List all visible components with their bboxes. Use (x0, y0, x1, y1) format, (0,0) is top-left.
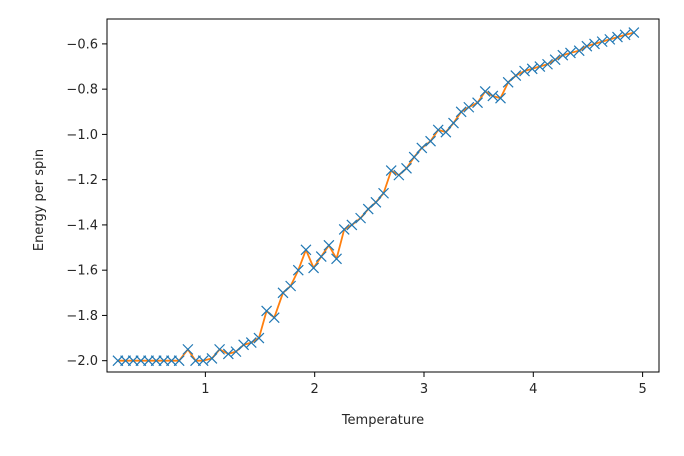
data-point-marker (487, 90, 499, 102)
data-point-marker (612, 31, 623, 43)
y-tick-label: −1.2 (66, 173, 98, 188)
data-point-marker (510, 70, 522, 81)
data-point-marker (182, 343, 194, 355)
data-point-marker (526, 63, 538, 75)
x-tick-label: 4 (529, 382, 537, 397)
data-point-marker (206, 352, 218, 364)
data-point-marker (245, 337, 257, 349)
data-point-marker (401, 162, 412, 174)
data-point-marker (519, 65, 530, 77)
data-point-marker (135, 355, 147, 367)
data-point-marker (315, 251, 327, 263)
x-axis-label: Temperature (341, 413, 424, 428)
data-point-marker (230, 346, 242, 358)
y-tick-label: −0.8 (66, 83, 98, 98)
data-point-marker (253, 332, 265, 344)
data-point-marker (338, 224, 350, 235)
data-point-marker (565, 47, 576, 59)
data-point-marker (238, 339, 250, 351)
data-point-marker (542, 58, 553, 70)
series-layer (112, 27, 640, 367)
plot-area (107, 19, 659, 372)
data-point-marker (173, 355, 185, 367)
data-point-marker (472, 97, 483, 109)
data-point-marker (166, 355, 177, 367)
data-point-marker (393, 169, 405, 181)
data-point-marker (557, 49, 569, 61)
data-point-marker (596, 36, 608, 48)
data-point-marker (300, 244, 312, 256)
data-point-marker (589, 38, 600, 50)
x-tick-label: 2 (311, 382, 319, 397)
data-point-marker (581, 40, 593, 52)
data-point-marker (197, 355, 209, 367)
plot-frame (106, 18, 660, 373)
data-point-marker (604, 33, 616, 45)
data-point-marker (308, 262, 320, 274)
axes-layer: 1 2 3 4 5 −2.0 −1.8 −1.6 −1.4 −1.2 −1.0 −0.8 −0.6 (66, 18, 660, 397)
data-point-marker (416, 142, 428, 154)
data-point-marker (432, 124, 444, 136)
data-point-marker (292, 264, 304, 276)
data-point-marker (150, 355, 162, 367)
x-tick-label: 1 (201, 382, 209, 397)
data-point-marker (158, 355, 170, 367)
data-point-marker (127, 355, 139, 367)
data-point-marker (285, 280, 297, 292)
data-point-marker (619, 29, 631, 41)
data-point-marker (495, 92, 506, 104)
y-tick-label: −0.6 (66, 37, 98, 52)
data-point-marker (355, 212, 367, 224)
data-point-marker (425, 135, 436, 147)
data-point-marker (331, 253, 342, 265)
data-point-marker (534, 61, 546, 72)
x-tick-label: 5 (638, 382, 646, 397)
data-point-marker (362, 203, 374, 215)
data-point-marker (143, 355, 154, 367)
data-point-marker (370, 196, 382, 208)
y-axis-label: Energy per spin (32, 149, 47, 251)
data-point-marker (455, 106, 467, 118)
data-point-marker (378, 187, 389, 199)
data-point-marker (112, 355, 124, 367)
data-point-marker (448, 117, 459, 129)
data-point-marker (628, 27, 640, 39)
data-point-marker (323, 239, 335, 251)
data-point-marker (502, 76, 514, 88)
data-point-marker (463, 101, 475, 113)
data-point-marker (408, 151, 420, 163)
data-point-marker (346, 219, 358, 231)
data-point-marker (385, 165, 397, 177)
plot-background (107, 19, 659, 372)
data-point-marker (268, 312, 280, 324)
y-tick-label: −2.0 (66, 354, 98, 369)
data-point-marker (479, 85, 491, 97)
y-tick-label: −1.0 (66, 128, 98, 143)
data-point-marker (277, 287, 289, 299)
y-tick-label: −1.6 (66, 264, 98, 279)
data-point-marker (440, 126, 452, 138)
data-point-marker (573, 45, 585, 57)
y-tick-label: −1.8 (66, 309, 98, 324)
data-point-marker (214, 343, 226, 355)
data-point-marker (549, 54, 561, 66)
data-point-marker (261, 305, 273, 317)
data-point-marker (120, 355, 132, 367)
x-tick-label: 3 (420, 382, 428, 397)
data-point-marker (222, 348, 234, 360)
y-tick-label: −1.4 (66, 218, 98, 233)
data-point-marker (190, 355, 201, 367)
